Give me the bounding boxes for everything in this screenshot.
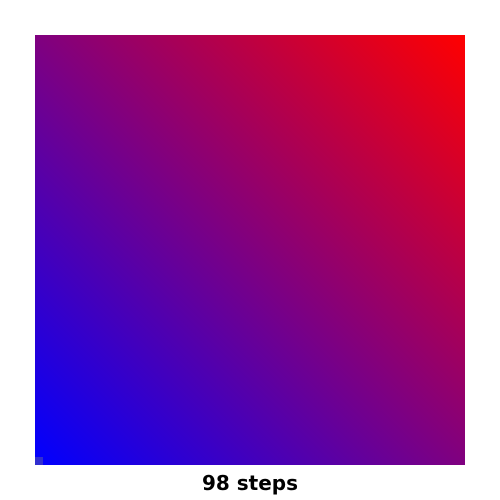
gradient-square — [35, 35, 465, 465]
steps-caption: 98 steps — [201, 471, 299, 495]
gradient-fill — [35, 35, 465, 465]
start-step-marker — [35, 457, 43, 465]
gradient-panel — [35, 35, 465, 465]
